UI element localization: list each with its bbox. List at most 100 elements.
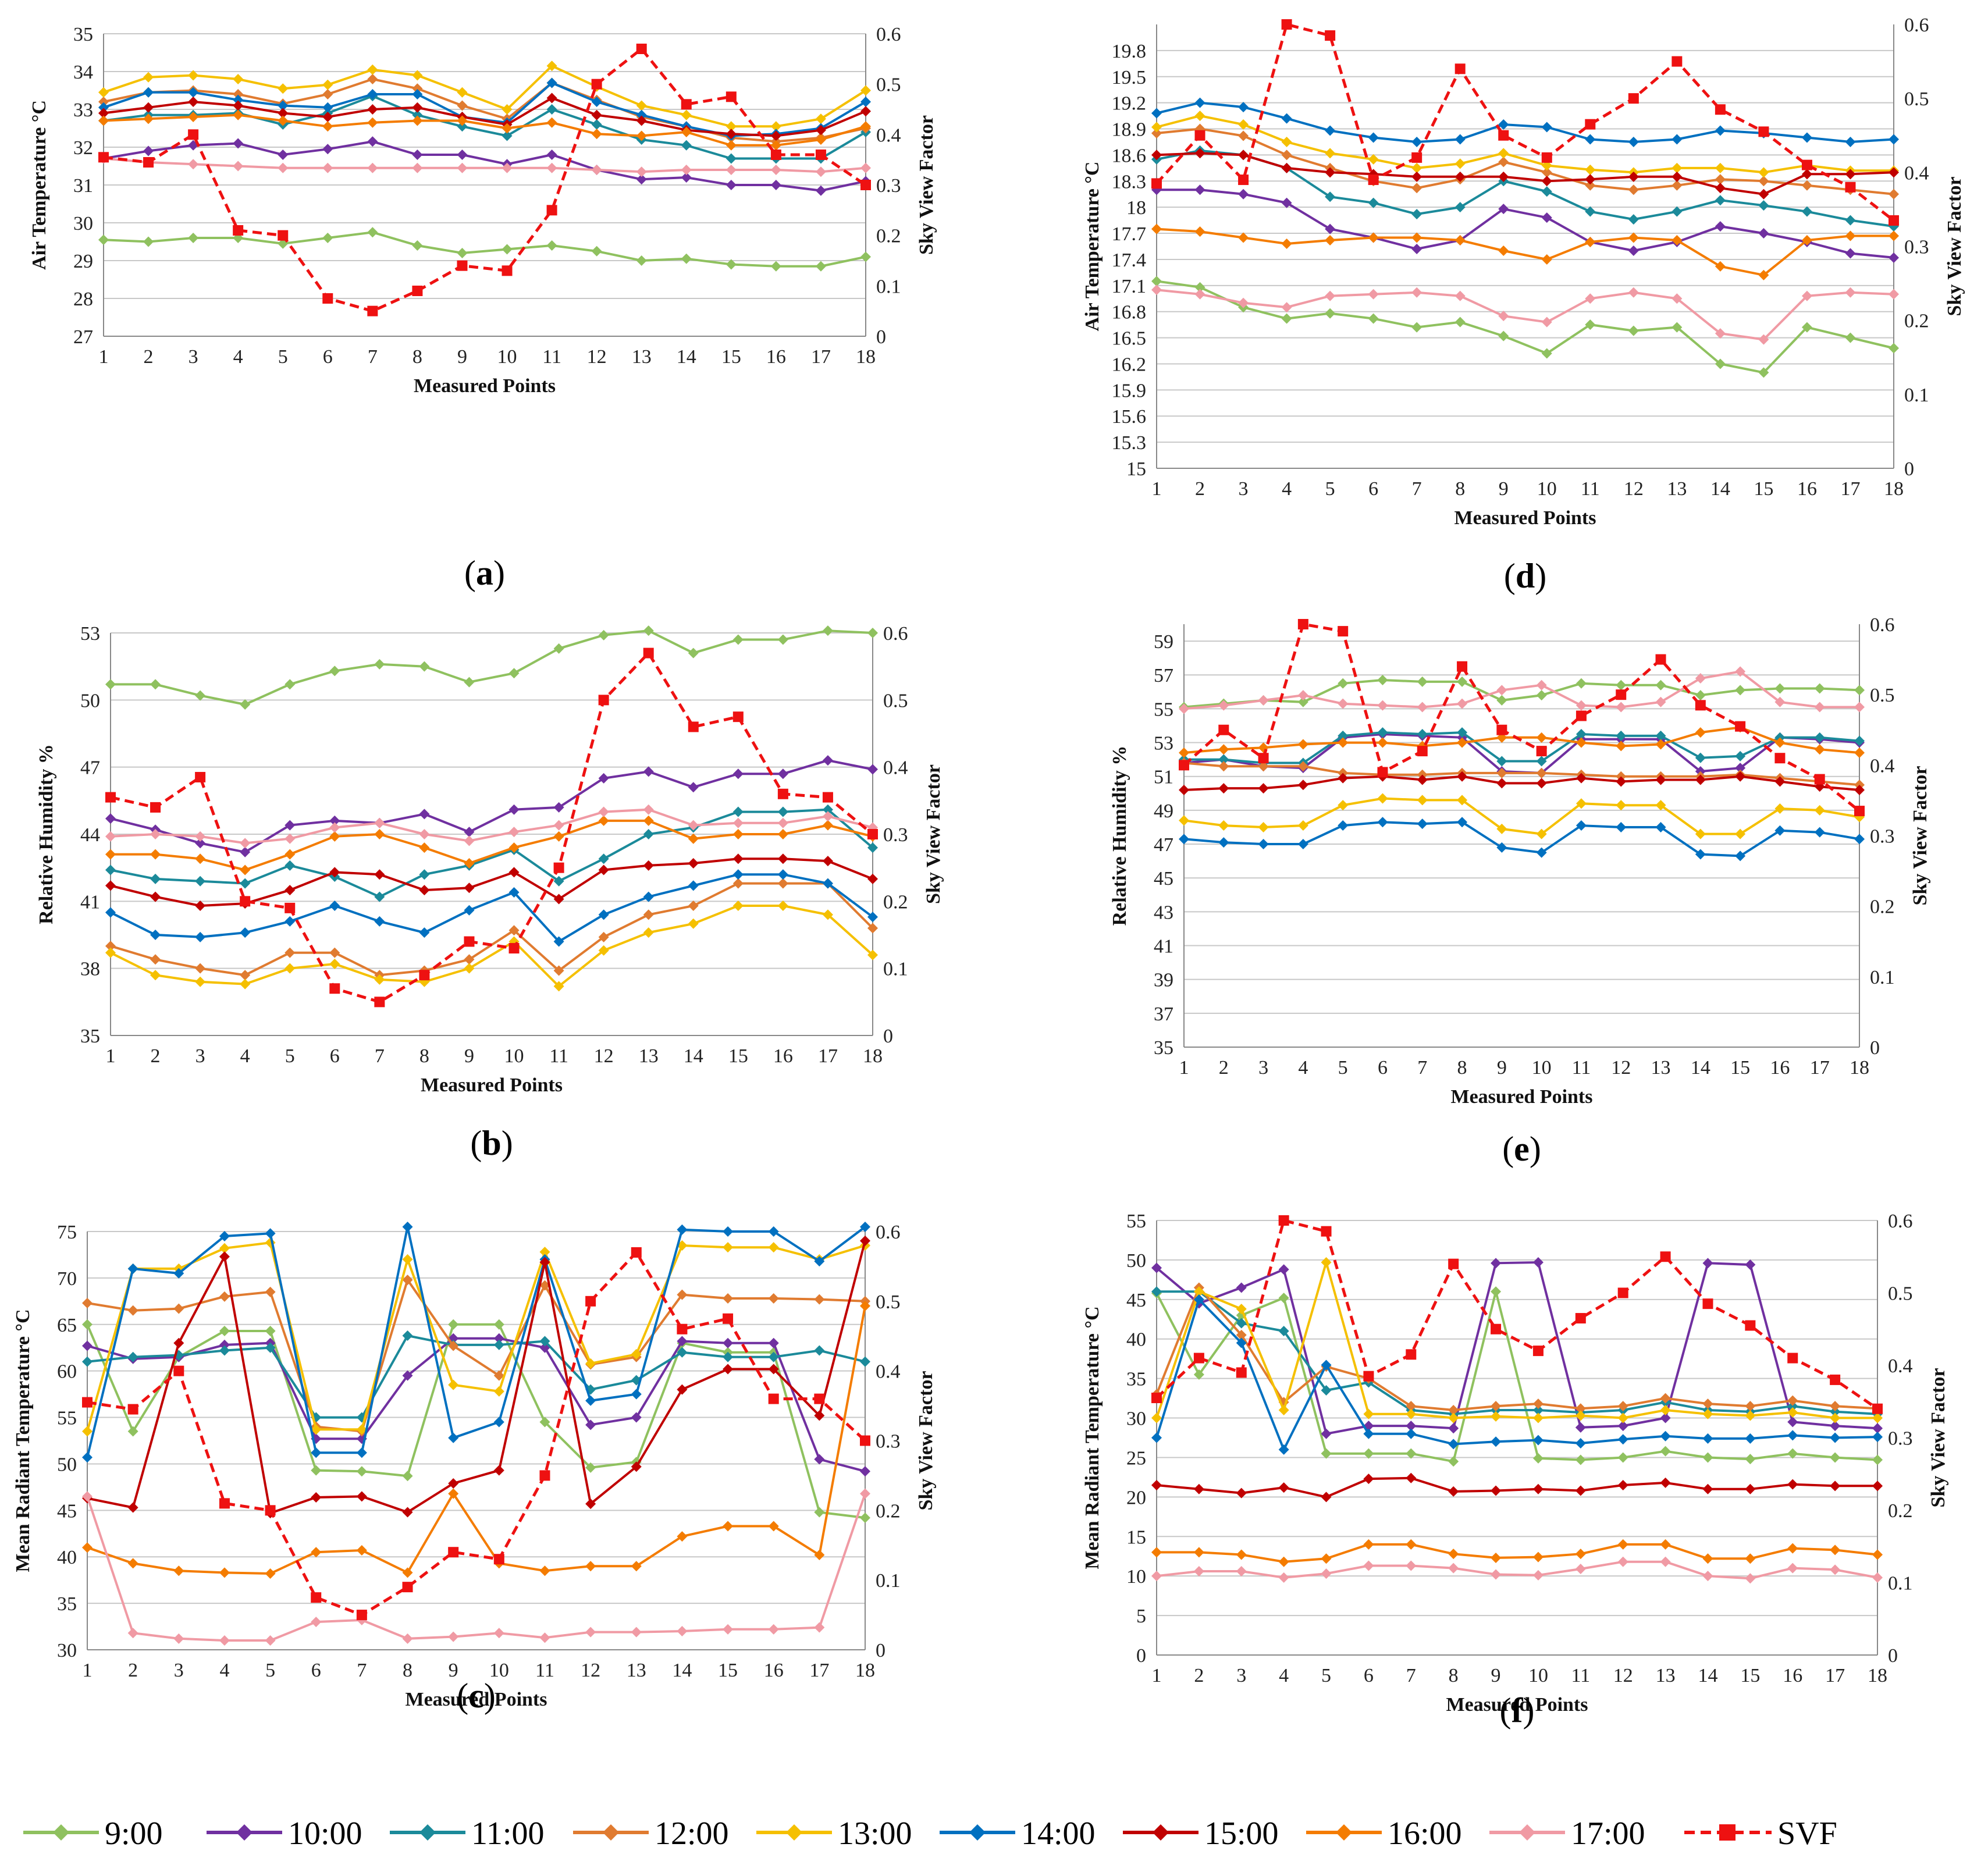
- data-point: [1406, 1428, 1417, 1439]
- data-point: [143, 72, 154, 83]
- data-point: [356, 1491, 367, 1502]
- data-point: [1702, 1408, 1713, 1419]
- svf-line: [1155, 1218, 1879, 1410]
- data-point: [419, 885, 430, 896]
- x-tick-label: 18: [1884, 478, 1904, 500]
- data-point: [1454, 171, 1466, 182]
- data-point: [1406, 1539, 1417, 1550]
- data-point: [1715, 174, 1726, 185]
- y-tick-label: 28: [73, 289, 93, 310]
- data-point: [1411, 171, 1422, 182]
- x-axis-title: Measured Points: [1451, 1086, 1593, 1108]
- data-point: [636, 109, 647, 120]
- data-point: [457, 248, 468, 258]
- svf-point: [1151, 1393, 1162, 1404]
- y2-tick-label: 0.5: [876, 74, 901, 96]
- y-tick-label: 20: [1126, 1487, 1146, 1508]
- y2-tick-label: 0: [1888, 1645, 1898, 1667]
- data-point: [1496, 823, 1507, 834]
- data-point: [1194, 289, 1205, 300]
- x-tick-label: 6: [1378, 1057, 1388, 1079]
- svf-point: [1236, 1367, 1247, 1378]
- data-point: [822, 856, 833, 867]
- data-point: [688, 918, 699, 929]
- x-tick-label: 11: [1581, 478, 1600, 500]
- data-point: [1845, 169, 1856, 180]
- data-point: [412, 240, 423, 251]
- x-tick-label: 8: [403, 1660, 412, 1681]
- y2-tick-label: 0.6: [876, 1222, 901, 1243]
- data-point: [1617, 1421, 1628, 1432]
- data-point: [598, 773, 609, 784]
- data-point: [867, 628, 878, 638]
- data-point: [219, 1230, 230, 1241]
- x-tick-label: 11: [542, 346, 561, 368]
- data-point: [1325, 125, 1336, 136]
- data-point: [585, 1561, 596, 1572]
- y2-tick-label: 0.3: [876, 175, 901, 197]
- data-point: [493, 1386, 504, 1397]
- data-point: [1363, 1560, 1374, 1571]
- data-point: [1218, 783, 1229, 794]
- data-point: [1628, 232, 1639, 243]
- data-point: [1617, 1412, 1628, 1423]
- data-point: [1628, 245, 1639, 256]
- data-point: [1377, 727, 1388, 738]
- svf-point: [322, 293, 333, 304]
- data-point: [1814, 827, 1825, 838]
- series-line-1200: [103, 77, 866, 143]
- data-point: [98, 115, 109, 126]
- data-point: [681, 172, 692, 183]
- data-point: [1889, 289, 1899, 300]
- data-point: [1617, 1556, 1628, 1567]
- data-point: [219, 1251, 230, 1262]
- x-tick-label: 14: [684, 1045, 703, 1067]
- data-point: [1281, 150, 1292, 161]
- svf-point: [1576, 710, 1587, 721]
- data-point: [1787, 1479, 1798, 1490]
- data-point: [1236, 1318, 1247, 1329]
- x-tick-label: 15: [718, 1660, 738, 1681]
- x-tick-label: 5: [1338, 1057, 1348, 1079]
- series-line-1100: [87, 1334, 866, 1419]
- svf-point: [284, 902, 296, 913]
- data-point: [1854, 702, 1865, 713]
- x-tick-label: 16: [764, 1660, 784, 1681]
- data-point: [814, 1345, 825, 1356]
- data-point: [643, 829, 654, 839]
- data-point: [1278, 1404, 1289, 1415]
- data-point: [1238, 188, 1249, 200]
- legend-label: 10:00: [288, 1816, 362, 1852]
- data-point: [1491, 1286, 1502, 1297]
- data-point: [1496, 695, 1507, 706]
- svf-line: [87, 1250, 866, 1617]
- legend-label: 11:00: [471, 1816, 544, 1852]
- x-tick-label: 7: [357, 1660, 367, 1681]
- y-tick-label: 47: [80, 757, 100, 779]
- data-point: [143, 87, 154, 98]
- data-point: [539, 1247, 550, 1258]
- data-point: [1496, 756, 1507, 767]
- x-tick-label: 16: [766, 346, 786, 368]
- x-tick-label: 10: [1532, 1057, 1552, 1079]
- x-tick-label: 17: [818, 1045, 838, 1067]
- data-point: [82, 1356, 93, 1367]
- legend-swatch-marker-svf: [1719, 1824, 1736, 1841]
- data-point: [1321, 1359, 1332, 1371]
- svf-point: [1745, 1320, 1756, 1331]
- data-point: [1151, 1547, 1162, 1558]
- y2-axis-title: Sky View Factor: [1927, 1368, 1949, 1508]
- y-tick-label: 17.1: [1112, 276, 1147, 297]
- data-point: [1628, 287, 1639, 298]
- data-point: [311, 1447, 322, 1458]
- data-point: [1236, 1337, 1247, 1348]
- y2-tick-label: 0.2: [876, 1500, 901, 1522]
- data-point: [1532, 1435, 1544, 1446]
- svf-point: [677, 1323, 688, 1334]
- data-point: [539, 1417, 550, 1428]
- series-line-1500: [110, 857, 873, 907]
- svf-point: [1735, 721, 1746, 732]
- data-point: [329, 958, 340, 969]
- data-point: [1297, 690, 1308, 701]
- x-tick-label: 9: [457, 346, 467, 368]
